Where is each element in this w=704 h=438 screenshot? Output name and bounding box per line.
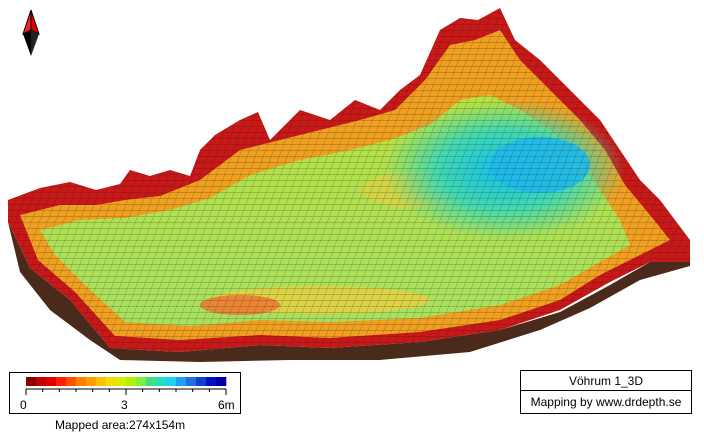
legend-color-swatch [196, 377, 207, 386]
legend-color-swatch [206, 377, 217, 386]
mapped-area-label: Mapped area:274x154m [55, 418, 186, 432]
map-info-box: Vöhrum 1_3D Mapping by www.drdepth.se [520, 370, 692, 414]
legend-color-swatch [56, 377, 67, 386]
legend-color-swatch [76, 377, 87, 386]
legend-tick-mid: 3 [121, 398, 128, 412]
terrain-side-wall [8, 222, 690, 362]
terrain-3d-surface [8, 8, 690, 362]
legend-color-swatch [116, 377, 127, 386]
legend-color-swatch [126, 377, 137, 386]
legend-color-swatch [136, 377, 147, 386]
legend-tick-max: 6m [218, 398, 235, 412]
legend-color-swatch [156, 377, 167, 386]
legend-color-swatch [46, 377, 57, 386]
legend-color-swatch [176, 377, 187, 386]
map-title: Vöhrum 1_3D [521, 371, 691, 391]
legend-color-swatch [186, 377, 197, 386]
legend-color-swatch [146, 377, 157, 386]
legend-color-swatch [36, 377, 47, 386]
legend-color-swatch [86, 377, 97, 386]
legend-color-swatch [216, 377, 227, 386]
legend-color-swatch [66, 377, 77, 386]
legend-color-swatch [106, 377, 117, 386]
depth-legend: 0 3 6m [9, 372, 241, 414]
map-credit: Mapping by www.drdepth.se [530, 395, 682, 409]
depth-color-scale [25, 377, 227, 395]
legend-color-swatch [96, 377, 107, 386]
legend-tick-min: 0 [20, 398, 27, 412]
legend-color-swatch [26, 377, 37, 386]
legend-color-swatch [166, 377, 177, 386]
north-arrow-icon [22, 9, 40, 56]
